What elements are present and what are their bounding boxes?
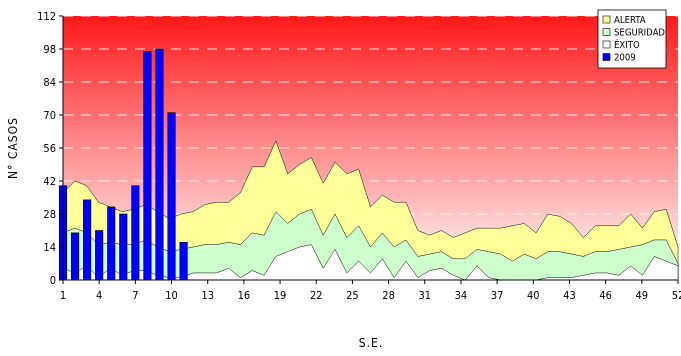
x-axis-title: S.E. (359, 336, 384, 350)
legend-swatch-alerta (602, 15, 611, 24)
x-tick-label-37: 37 (491, 289, 504, 302)
bar-2009-2 (71, 232, 80, 281)
x-tick-label-43: 43 (563, 289, 576, 302)
x-tick-label-34: 34 (455, 289, 468, 302)
x-tick-label-49: 49 (636, 289, 649, 302)
bar-2009-9 (155, 48, 164, 281)
bar-2009-8 (143, 51, 152, 281)
x-tick-label-10: 10 (165, 289, 178, 302)
legend-label-alerta: ALERTA (614, 15, 646, 26)
legend-swatch-seguridad (602, 28, 611, 36)
y-tick-label-70: 70 (43, 109, 56, 122)
y-tick-label-28: 28 (43, 208, 56, 221)
x-tick-label-40: 40 (527, 289, 540, 302)
legend-label-seguridad: SEGURIDAD (614, 28, 665, 39)
legend-label-2009: 2009 (614, 53, 636, 64)
x-tick-label-31: 31 (418, 289, 431, 302)
bar-2009-7 (131, 185, 140, 281)
y-tick-label-42: 42 (43, 175, 56, 188)
x-tick-label-16: 16 (238, 289, 251, 302)
x-tick-label-19: 19 (274, 289, 287, 302)
legend-label-éxito: ÉXITO (614, 39, 640, 51)
y-tick-label-84: 84 (43, 76, 56, 89)
x-tick-label-13: 13 (201, 289, 214, 302)
x-tick-label-1: 1 (60, 289, 66, 302)
bar-2009-5 (107, 206, 116, 281)
legend-swatch-2009 (602, 53, 611, 61)
legend-swatch-éxito (602, 40, 611, 49)
x-tick-label-28: 28 (382, 289, 395, 302)
bar-2009-6 (119, 213, 128, 281)
x-tick-label-4: 4 (96, 289, 102, 302)
bar-2009-11 (179, 241, 188, 281)
y-tick-label-98: 98 (43, 43, 56, 56)
y-tick-label-0: 0 (50, 274, 56, 287)
bar-2009-4 (95, 230, 104, 281)
y-tick-label-14: 14 (43, 241, 56, 254)
bar-2009-10 (167, 112, 176, 281)
x-tick-label-25: 25 (346, 289, 359, 302)
y-tick-label-112: 112 (37, 10, 56, 23)
x-tick-label-22: 22 (310, 289, 323, 302)
x-tick-label-7: 7 (132, 289, 138, 302)
y-axis-title: N° CASOS (6, 117, 20, 179)
x-tick-label-46: 46 (599, 289, 612, 302)
bar-2009-3 (83, 199, 92, 281)
y-tick-label-56: 56 (43, 142, 56, 155)
x-tick-label-52: 52 (672, 289, 681, 302)
